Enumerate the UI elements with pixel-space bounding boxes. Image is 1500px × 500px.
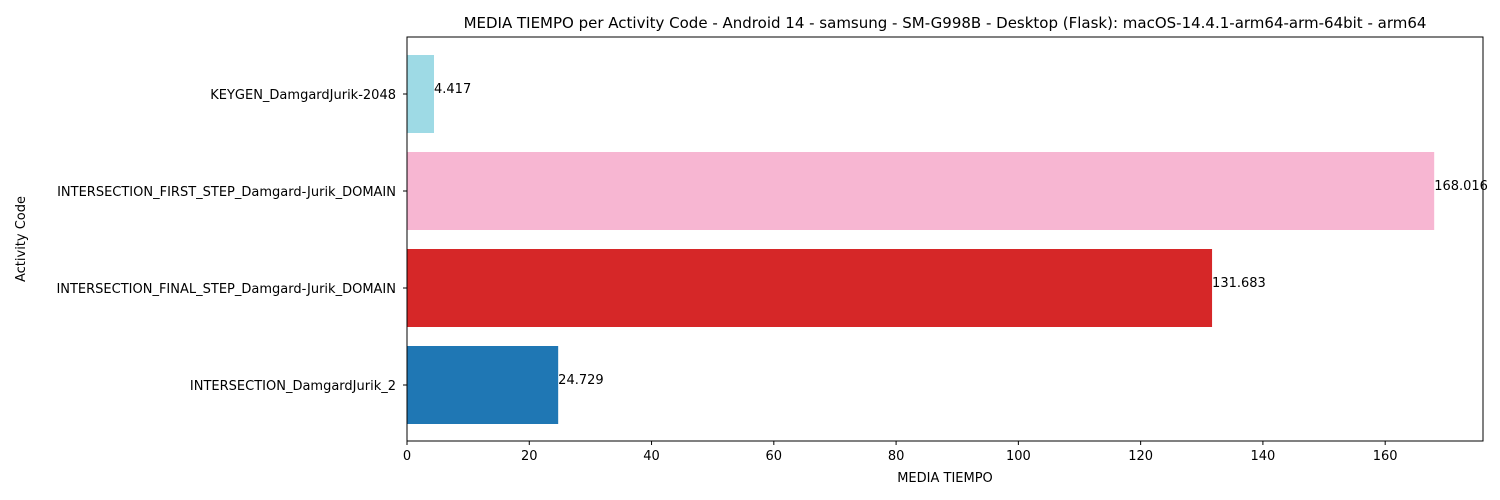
y-tick-label-4: INTERSECTION_DamgardJurik_2 bbox=[190, 379, 396, 394]
x-tick-label-140: 140 bbox=[1250, 449, 1275, 464]
x-tick-label-160: 160 bbox=[1373, 449, 1398, 464]
bars-group bbox=[407, 55, 1435, 424]
y-tick-label-3: INTERSECTION_FINAL_STEP_Damgard-Jurik_DO… bbox=[56, 282, 396, 297]
x-tick-label-60: 60 bbox=[766, 449, 783, 464]
y-tick-label-2: INTERSECTION_FIRST_STEP_Damgard-Jurik_DO… bbox=[57, 185, 396, 200]
x-tick-label-40: 40 bbox=[643, 449, 660, 464]
data-labels: 4.417 168.016 131.683 24.729 bbox=[434, 82, 1488, 388]
x-tick-label-0: 0 bbox=[403, 449, 411, 464]
bar-1 bbox=[407, 55, 435, 133]
data-label-3: 131.683 bbox=[1212, 276, 1266, 291]
bar-3 bbox=[407, 249, 1213, 327]
x-tick-label-100: 100 bbox=[1006, 449, 1031, 464]
chart-title: MEDIA TIEMPO per Activity Code - Android… bbox=[464, 14, 1427, 32]
y-axis-label: Activity Code bbox=[14, 196, 29, 282]
x-axis-label: MEDIA TIEMPO bbox=[897, 471, 993, 486]
bar-2 bbox=[407, 152, 1435, 230]
y-tick-labels: KEYGEN_DamgardJurik-2048 INTERSECTION_FIR… bbox=[56, 88, 407, 394]
data-label-2: 168.016 bbox=[1434, 179, 1488, 194]
x-tick-label-80: 80 bbox=[888, 449, 905, 464]
y-tick-label-1: KEYGEN_DamgardJurik-2048 bbox=[210, 88, 396, 103]
x-tick-label-120: 120 bbox=[1128, 449, 1153, 464]
data-label-1: 4.417 bbox=[434, 82, 471, 97]
plot-frame bbox=[406, 36, 1484, 442]
x-tick-label-20: 20 bbox=[521, 449, 538, 464]
bar-4 bbox=[407, 346, 559, 424]
x-ticks: 0 20 40 60 80 100 120 140 160 bbox=[403, 441, 1398, 464]
data-label-4: 24.729 bbox=[558, 373, 604, 388]
